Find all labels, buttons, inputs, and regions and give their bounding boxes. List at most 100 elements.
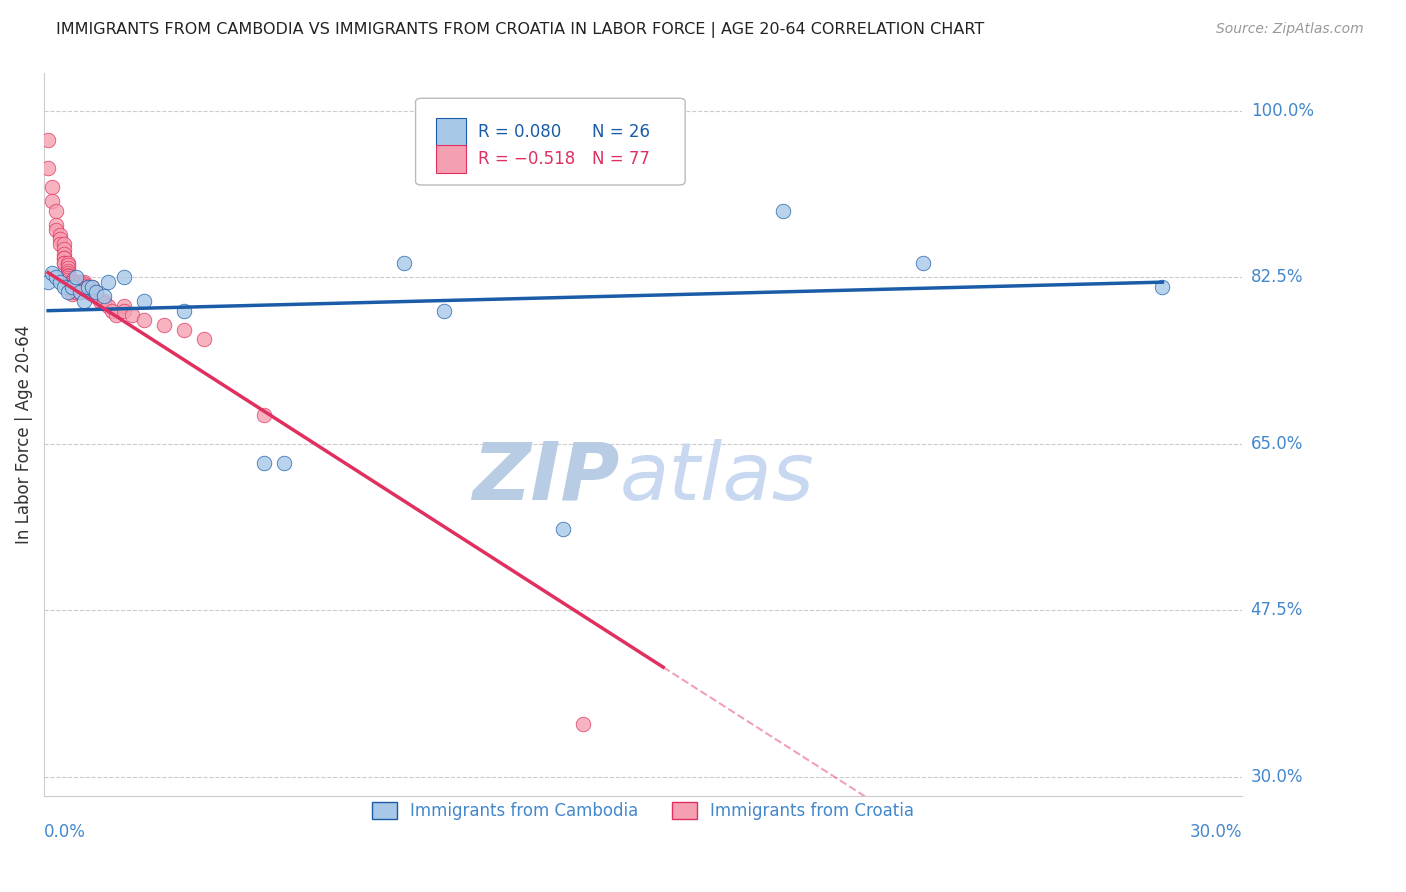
Point xyxy=(45,270,67,285)
Point xyxy=(56,268,79,282)
Point xyxy=(56,269,79,284)
Point xyxy=(73,283,96,297)
Point xyxy=(69,277,91,291)
Text: 0.0%: 0.0% xyxy=(44,823,86,841)
Point xyxy=(45,203,67,218)
Point xyxy=(121,309,143,323)
Point xyxy=(772,203,794,218)
Point xyxy=(73,275,96,289)
Point xyxy=(60,275,83,289)
Point xyxy=(193,332,215,346)
Y-axis label: In Labor Force | Age 20-64: In Labor Force | Age 20-64 xyxy=(15,325,32,544)
Point xyxy=(41,180,63,194)
Point xyxy=(69,279,91,293)
Text: 100.0%: 100.0% xyxy=(1251,102,1313,120)
Point xyxy=(60,277,83,291)
Point xyxy=(173,323,195,337)
Point xyxy=(1152,280,1174,294)
Point xyxy=(60,275,83,289)
Point xyxy=(911,256,934,270)
Text: IMMIGRANTS FROM CAMBODIA VS IMMIGRANTS FROM CROATIA IN LABOR FORCE | AGE 20-64 C: IMMIGRANTS FROM CAMBODIA VS IMMIGRANTS F… xyxy=(56,22,984,38)
Point xyxy=(572,717,595,731)
Point xyxy=(53,280,76,294)
Point xyxy=(37,275,59,289)
Point xyxy=(53,256,76,270)
Point xyxy=(432,303,454,318)
Text: 30.0%: 30.0% xyxy=(1189,823,1243,841)
Point xyxy=(65,283,87,297)
Point xyxy=(41,194,63,209)
Point xyxy=(73,294,96,309)
Point xyxy=(53,252,76,266)
Point xyxy=(65,285,87,299)
Point xyxy=(60,282,83,296)
Point xyxy=(69,281,91,295)
Point xyxy=(173,303,195,318)
Point xyxy=(49,232,72,246)
Point xyxy=(73,281,96,295)
Point xyxy=(60,280,83,294)
Point xyxy=(69,285,91,299)
Point xyxy=(97,275,120,289)
Point xyxy=(253,456,276,470)
Point xyxy=(273,456,295,470)
Text: 47.5%: 47.5% xyxy=(1251,601,1303,619)
Point xyxy=(73,277,96,291)
Point xyxy=(53,237,76,252)
Point xyxy=(93,294,115,309)
Point xyxy=(77,280,100,294)
Point xyxy=(80,285,103,299)
Point xyxy=(132,294,155,309)
Point xyxy=(60,286,83,301)
Point xyxy=(84,285,107,299)
Point xyxy=(77,280,100,294)
Point xyxy=(80,280,103,294)
Text: 82.5%: 82.5% xyxy=(1251,268,1303,286)
Point xyxy=(56,256,79,270)
Point xyxy=(49,275,72,289)
Point xyxy=(112,303,135,318)
Point xyxy=(93,289,115,303)
Point xyxy=(56,258,79,272)
Point xyxy=(60,279,83,293)
Legend: Immigrants from Cambodia, Immigrants from Croatia: Immigrants from Cambodia, Immigrants fro… xyxy=(366,796,921,827)
Point xyxy=(69,275,91,289)
Point xyxy=(56,260,79,275)
Point xyxy=(56,266,79,280)
Text: atlas: atlas xyxy=(619,439,814,516)
Point xyxy=(56,285,79,299)
Point xyxy=(45,223,67,237)
Point xyxy=(53,242,76,256)
Point xyxy=(37,161,59,175)
Point xyxy=(132,313,155,327)
Point xyxy=(392,256,415,270)
Point xyxy=(60,280,83,294)
Point xyxy=(97,299,120,313)
Point xyxy=(53,256,76,270)
Point xyxy=(69,283,91,297)
Point xyxy=(37,132,59,146)
Point xyxy=(69,285,91,299)
Point xyxy=(60,273,83,287)
Point xyxy=(65,277,87,291)
Point xyxy=(84,285,107,299)
Point xyxy=(53,252,76,266)
Point xyxy=(112,299,135,313)
Text: 65.0%: 65.0% xyxy=(1251,434,1303,453)
Text: ZIP: ZIP xyxy=(472,439,619,516)
Point xyxy=(153,318,176,332)
Point xyxy=(101,303,124,318)
Bar xyxy=(436,145,465,173)
Point xyxy=(49,227,72,242)
Point xyxy=(41,266,63,280)
Text: Source: ZipAtlas.com: Source: ZipAtlas.com xyxy=(1216,22,1364,37)
Bar xyxy=(436,119,465,145)
Text: R = 0.080: R = 0.080 xyxy=(478,123,561,141)
Point xyxy=(65,279,87,293)
Point xyxy=(60,285,83,299)
Point xyxy=(89,294,111,309)
Point xyxy=(65,281,87,295)
Point xyxy=(84,289,107,303)
Point xyxy=(65,275,87,289)
Text: N = 26: N = 26 xyxy=(592,123,650,141)
